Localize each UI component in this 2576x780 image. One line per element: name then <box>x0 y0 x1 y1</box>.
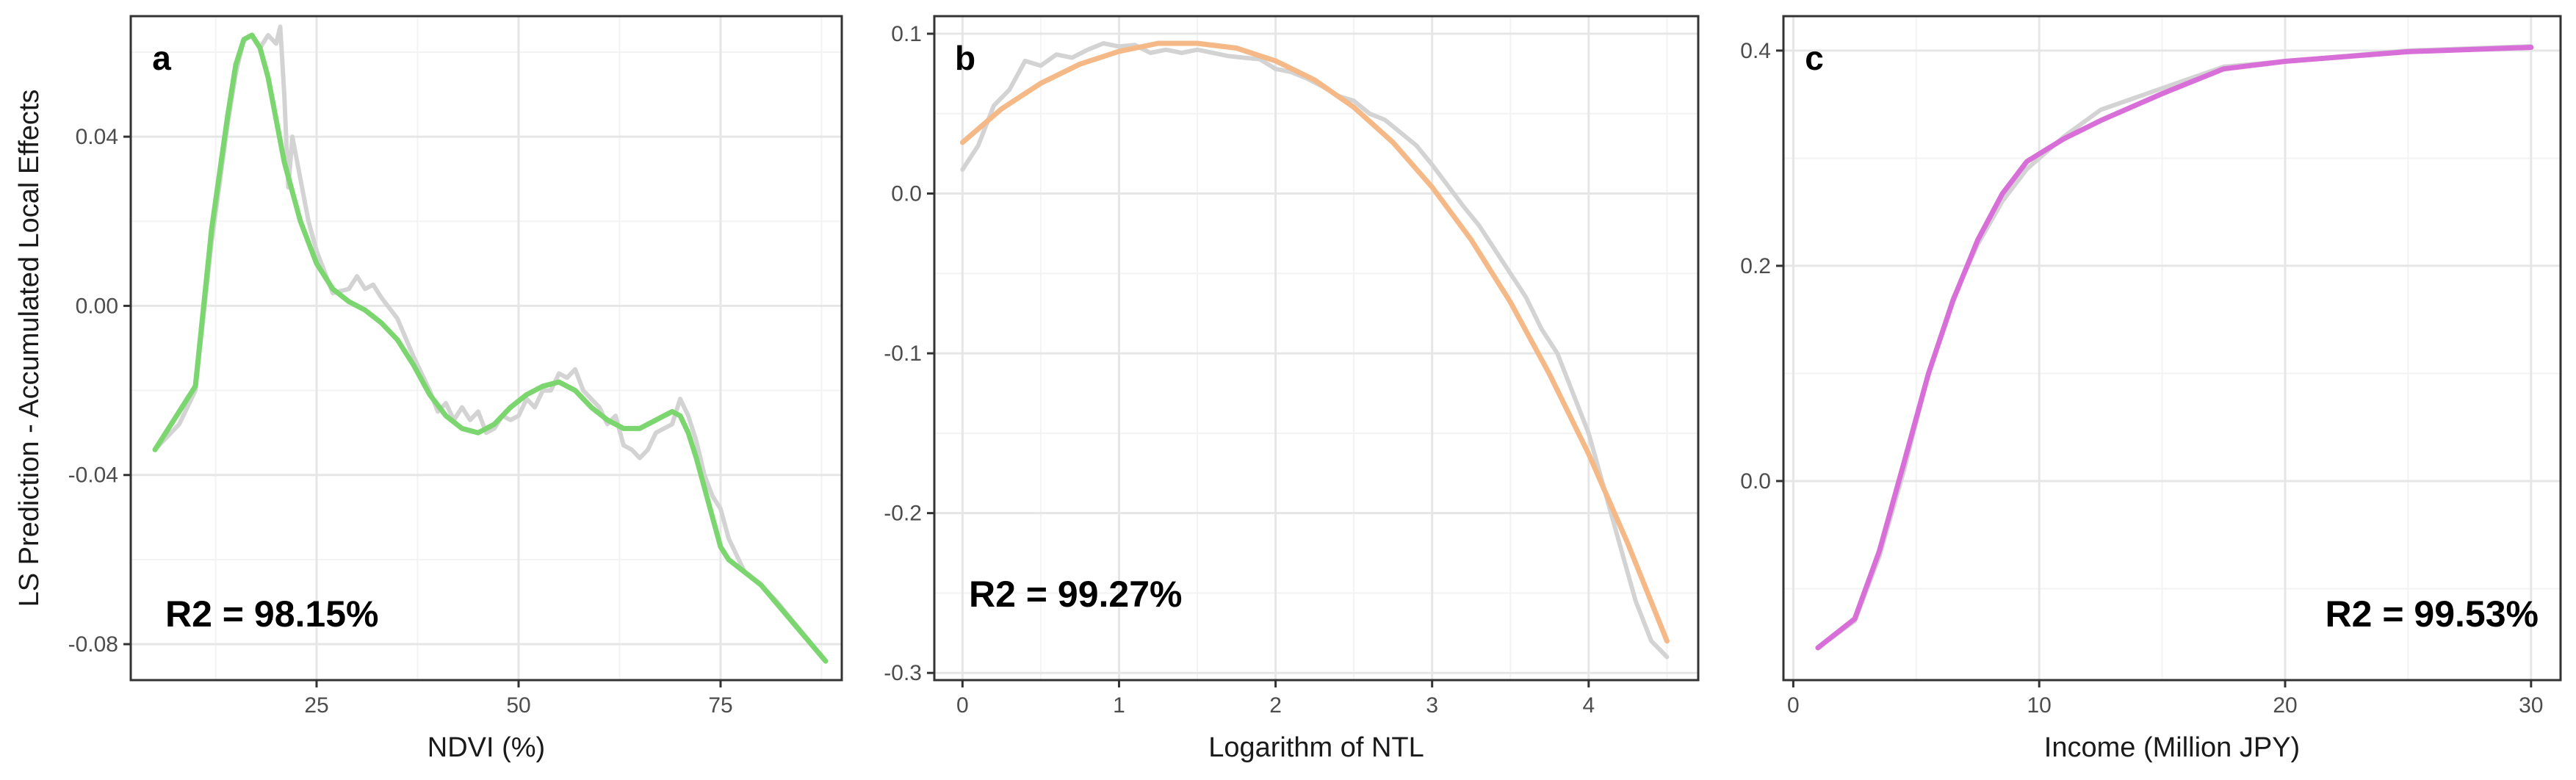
plot-area-c <box>1783 16 2561 680</box>
y-tick-label-a: 0.00 <box>76 294 118 318</box>
x-tick-label-a: 50 <box>506 693 530 718</box>
y-tick-label-a: -0.04 <box>68 463 118 488</box>
r2-annotation-b: R2 = 99.27% <box>969 574 1182 615</box>
x-axis-title-a: NDVI (%) <box>427 732 545 763</box>
x-tick-label-a: 75 <box>708 693 732 718</box>
x-axis-title-c: Income (Million JPY) <box>2044 732 2300 763</box>
panel-border-a <box>129 15 843 682</box>
panel-border-b <box>933 15 1700 682</box>
y-tick-label-b: -0.3 <box>884 661 922 685</box>
panel-c: 0 10 20 30 0.0 0.2 0.4 Income (Million JPY) c R2 … <box>1740 15 2562 763</box>
raw-ale-line-a <box>153 24 828 664</box>
y-tick-label-b: 0.1 <box>891 22 922 46</box>
x-tick-label-b: 2 <box>1269 693 1282 718</box>
r2-annotation-a: R2 = 98.15% <box>165 593 378 635</box>
x-tick-label-c: 0 <box>1787 693 1800 718</box>
y-tick-label-c: 0.2 <box>1740 254 1771 278</box>
panel-border-c <box>1782 15 2562 682</box>
x-tick-label-c: 10 <box>2027 693 2052 718</box>
y-tick-label-b: -0.1 <box>884 342 922 366</box>
y-tick-label-a: -0.08 <box>68 632 118 657</box>
plot-area-a <box>131 16 842 680</box>
x-tick-label-c: 20 <box>2273 693 2297 718</box>
y-tick-label-a: 0.04 <box>76 125 118 149</box>
panel-a: 25 50 75 -0.08 -0.04 0.00 0.04 NDVI (%) a R2 = 98… <box>68 15 843 763</box>
x-tick-label-b: 1 <box>1113 693 1125 718</box>
panel-b: 0 1 2 3 4 -0.3 -0.2 -0.1 0.0 0.1 Logarithm of NTL b… <box>884 15 1700 763</box>
r2-annotation-c: R2 = 99.53% <box>2326 593 2539 635</box>
panel-label-a: a <box>152 39 171 77</box>
panel-label-c: c <box>1805 39 1824 77</box>
x-tick-label-b: 3 <box>1426 693 1438 718</box>
x-tick-label-b: 0 <box>956 693 969 718</box>
panel-label-b: b <box>955 39 975 77</box>
y-tick-label-b: 0.0 <box>891 182 922 206</box>
x-tick-label-b: 4 <box>1582 693 1595 718</box>
fitted-line-a <box>152 32 829 664</box>
y-tick-label-c: 0.4 <box>1740 39 1771 63</box>
fitted-line-c <box>1815 45 2534 651</box>
y-axis-title: LS Prediction - Accumulated Local Effect… <box>14 90 45 607</box>
x-tick-label-c: 30 <box>2519 693 2543 718</box>
x-tick-label-a: 25 <box>304 693 328 718</box>
fitted-line-b <box>959 40 1670 644</box>
y-tick-label-c: 0.0 <box>1740 469 1771 494</box>
y-tick-label-b: -0.2 <box>884 502 922 526</box>
plot-area-b <box>934 16 1698 680</box>
x-axis-title-b: Logarithm of NTL <box>1208 732 1424 763</box>
